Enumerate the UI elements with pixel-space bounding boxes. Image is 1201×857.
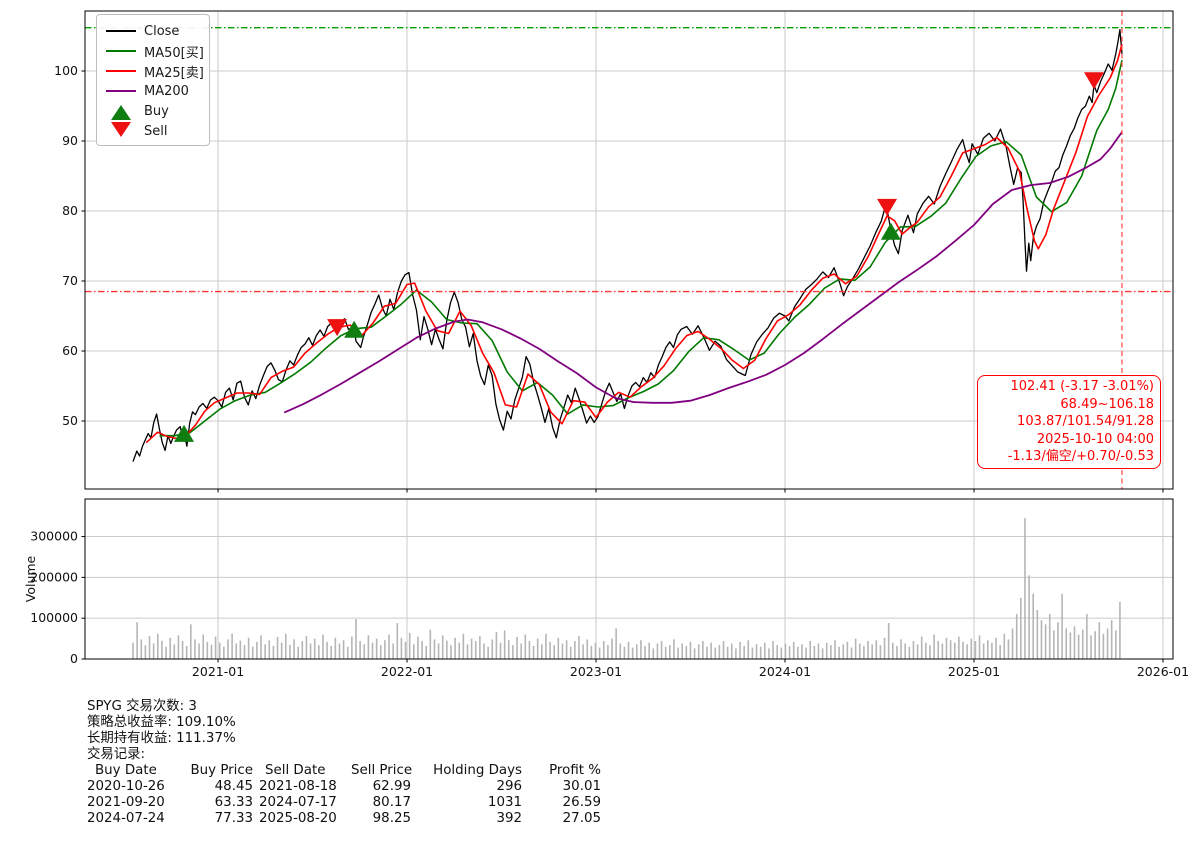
trade-cell: 48.45	[214, 779, 253, 794]
legend-label: MA50[买]	[144, 45, 204, 61]
legend-label: Sell	[144, 123, 168, 139]
svg-text:200000: 200000	[30, 569, 78, 584]
chart-canvas: 2021-01 2022-01 2023-01 2024-01 2025-01 2026-…	[23, 10, 1189, 679]
annotation-datetime: 2025-10-10 04:00	[1036, 431, 1154, 447]
legend-label: MA200	[144, 83, 189, 99]
svg-text:50: 50	[62, 413, 78, 428]
trade-cell: 80.17	[372, 795, 411, 810]
trade-cell: 77.33	[214, 811, 253, 826]
trade-cell: 62.99	[372, 779, 411, 794]
trade-cell: 26.59	[562, 795, 601, 810]
ma200-line-swatch-icon	[105, 89, 137, 93]
trade-markers	[174, 72, 1105, 442]
legend-label: Close	[144, 23, 180, 39]
trade-cell: 2021-09-20	[87, 795, 165, 810]
sell-marker-icon	[327, 319, 348, 337]
sell-marker-icon	[1084, 72, 1105, 90]
svg-text:80: 80	[62, 203, 78, 218]
legend-item-close: Close	[105, 21, 201, 41]
ma50-line	[159, 60, 1123, 437]
legend-label: MA25[卖]	[144, 65, 204, 81]
buy-triangle-icon	[105, 105, 137, 120]
ma50-line-swatch-icon	[105, 49, 137, 53]
trade-cell: 63.33	[214, 795, 253, 810]
trade-cell: 296	[496, 779, 522, 794]
trade-cell: 392	[496, 811, 522, 826]
close-line	[132, 29, 1123, 462]
svg-text:60: 60	[62, 343, 78, 358]
trade-cell: 2020-10-26	[87, 779, 165, 794]
col-header-sell-price: Sell Price	[351, 763, 413, 778]
svg-text:2023-01: 2023-01	[570, 664, 622, 679]
trade-cell: 98.25	[372, 811, 411, 826]
annotation-signal: -1.13/偏空/+0.70/-0.53	[1007, 449, 1154, 465]
buy-marker-icon	[344, 320, 365, 338]
gridlines	[85, 11, 1173, 660]
annotation-range: 68.49~106.18	[1060, 396, 1154, 412]
col-header-buy-price: Buy Price	[190, 763, 253, 778]
sell-triangle-icon	[105, 122, 137, 137]
svg-text:2024-01: 2024-01	[759, 664, 811, 679]
trade-cell: 27.05	[562, 811, 601, 826]
svg-text:70: 70	[62, 273, 78, 288]
svg-text:100: 100	[54, 63, 78, 78]
trade-cell: 2021-08-18	[259, 779, 337, 794]
col-header-holding-days: Holding Days	[433, 763, 522, 778]
annotation-ma-values: 103.87/101.54/91.28	[1017, 414, 1154, 430]
trade-cell: 2024-07-17	[259, 795, 337, 810]
volume-axis-label: Volume	[23, 555, 38, 602]
buy-marker-icon	[174, 424, 195, 442]
strategy-stats: SPYG 交易次数: 3 策略总收益率: 109.10% 长期持有收益: 111…	[87, 699, 601, 827]
stat-trade-count: SPYG 交易次数: 3	[87, 699, 197, 714]
reference-lines	[85, 11, 1173, 489]
ma200-line	[283, 131, 1123, 414]
axes: 2021-01 2022-01 2023-01 2024-01 2025-01 2026-…	[23, 10, 1189, 679]
volume-bars	[132, 518, 1121, 659]
legend-item-ma25: MA25[卖]	[105, 61, 204, 81]
trade-cell: 2024-07-24	[87, 811, 165, 826]
ma25-line	[145, 43, 1123, 444]
col-header-profit: Profit %	[549, 763, 601, 778]
stat-strategy-return: 策略总收益率: 109.10%	[87, 715, 236, 730]
last-quote-annotation: 102.41 (-3.17 -3.01%) 68.49~106.18 103.8…	[977, 375, 1161, 469]
svg-text:2025-01: 2025-01	[948, 664, 1000, 679]
svg-text:2022-01: 2022-01	[381, 664, 433, 679]
col-header-buy-date: Buy Date	[95, 763, 157, 778]
legend: Close MA50[买] MA25[卖] MA200 Buy Sell	[96, 14, 210, 146]
legend-item-ma50: MA50[买]	[105, 41, 204, 61]
trade-cell: 30.01	[562, 779, 601, 794]
col-header-sell-date: Sell Date	[265, 763, 326, 778]
legend-item-sell: Sell	[105, 121, 201, 141]
svg-text:90: 90	[62, 133, 78, 148]
legend-item-ma200: MA200	[105, 81, 201, 101]
trade-cell: 1031	[487, 795, 522, 810]
svg-text:0: 0	[70, 651, 78, 666]
close-line-swatch-icon	[105, 29, 137, 33]
annotation-price-change: 102.41 (-3.17 -3.01%)	[1010, 379, 1154, 394]
stat-trade-log-title: 交易记录:	[87, 747, 146, 762]
legend-item-buy: Buy	[105, 101, 201, 121]
sell-marker-icon	[877, 198, 898, 216]
legend-label: Buy	[144, 103, 169, 119]
svg-text:100000: 100000	[30, 610, 78, 625]
trade-table: Buy Date Buy Price Sell Date Sell Price …	[87, 763, 601, 827]
stat-holding-return: 长期持有收益: 111.37%	[87, 731, 236, 746]
svg-text:300000: 300000	[30, 529, 78, 544]
trade-cell: 2025-08-20	[259, 811, 337, 826]
ma25-line-swatch-icon	[105, 69, 137, 73]
svg-text:2026-01: 2026-01	[1137, 664, 1189, 679]
buy-marker-icon	[880, 222, 901, 240]
svg-text:2021-01: 2021-01	[192, 664, 244, 679]
